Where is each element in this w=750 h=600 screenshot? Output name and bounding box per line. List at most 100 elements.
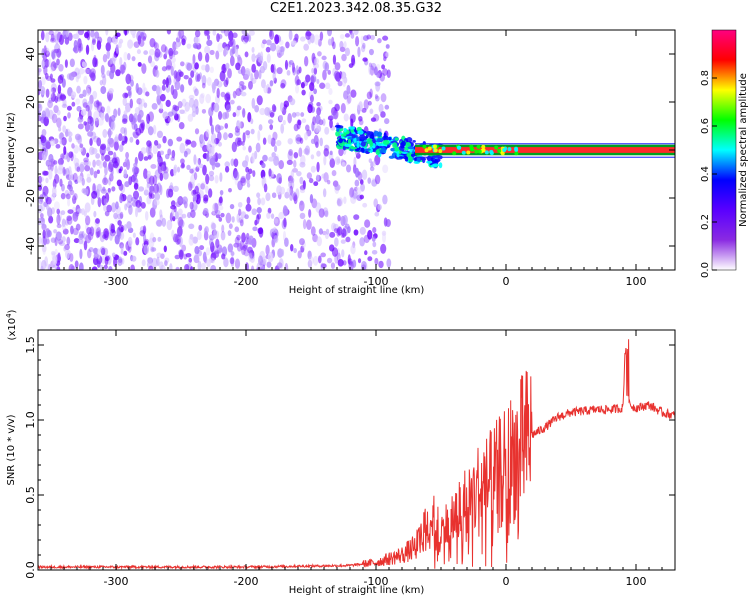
noise-speckle: [249, 252, 255, 260]
noise-speckle: [63, 115, 67, 122]
snr-series-line: [38, 339, 675, 570]
noise-speckle: [73, 144, 79, 154]
noise-speckle: [201, 75, 207, 86]
noise-speckle: [175, 42, 179, 50]
carrier-speckle: [422, 144, 427, 149]
noise-speckle: [234, 130, 241, 137]
noise-speckle: [40, 217, 46, 226]
noise-speckle: [224, 161, 230, 168]
noise-speckle: [305, 74, 311, 83]
noise-speckle: [209, 115, 213, 127]
noise-speckle: [192, 236, 198, 244]
noise-speckle: [353, 30, 359, 36]
noise-speckle: [62, 98, 67, 107]
carrier-speckle: [484, 150, 489, 155]
noise-speckle: [278, 115, 284, 122]
noise-speckle: [86, 173, 91, 179]
noise-speckle: [334, 62, 341, 71]
noise-speckle: [242, 108, 246, 118]
scale-exponent: 4: [5, 313, 13, 318]
noise-speckle: [143, 156, 149, 161]
noise-speckle: [310, 154, 315, 160]
noise-speckle: [115, 32, 121, 38]
noise-speckle: [236, 234, 241, 241]
noise-speckle: [184, 264, 190, 270]
noise-speckle: [316, 102, 321, 107]
y-tick-label: 20: [24, 95, 37, 109]
noise-speckle: [246, 232, 250, 240]
noise-speckle: [212, 83, 216, 94]
noise-speckle: [263, 85, 269, 94]
noise-speckle: [55, 143, 61, 149]
noise-speckle: [208, 175, 215, 182]
noise-speckle: [239, 219, 244, 227]
noise-speckle: [123, 169, 128, 179]
noise-speckle: [43, 45, 47, 56]
noise-speckle: [276, 139, 282, 147]
noise-speckle: [79, 248, 83, 260]
noise-speckle: [357, 46, 361, 58]
noise-speckle: [229, 55, 235, 67]
noise-speckle: [201, 82, 206, 89]
noise-speckle: [246, 182, 251, 188]
noise-speckle: [156, 130, 164, 139]
noise-speckle: [356, 103, 363, 111]
y-tick-label: 40: [24, 47, 37, 61]
snr-frame: [37, 329, 676, 571]
carrier-speckle: [476, 144, 481, 149]
noise-speckle: [132, 166, 138, 175]
colorbar-label: Normalized spectral amplitude: [738, 73, 749, 227]
noise-speckle: [149, 185, 155, 195]
noise-speckle: [376, 63, 381, 71]
noise-speckle: [164, 260, 168, 266]
noise-speckle: [174, 254, 181, 260]
noise-speckle: [313, 57, 320, 65]
noise-speckle: [195, 157, 200, 169]
noise-speckle: [367, 177, 372, 184]
signal-blob: [426, 160, 433, 164]
noise-speckle: [309, 193, 314, 204]
noise-speckle: [194, 246, 200, 255]
noise-speckle: [82, 89, 87, 97]
noise-speckle: [218, 247, 223, 253]
noise-speckle: [154, 65, 159, 70]
noise-speckle: [64, 243, 70, 251]
noise-speckle: [293, 194, 298, 205]
noise-speckle: [99, 79, 104, 86]
noise-speckle: [299, 188, 306, 194]
signal-blob: [340, 133, 347, 137]
noise-speckle: [119, 194, 123, 204]
noise-speckle: [176, 197, 183, 205]
signal-blob: [369, 147, 373, 154]
noise-speckle: [203, 207, 209, 215]
noise-speckle: [57, 75, 64, 84]
noise-speckle: [208, 234, 215, 241]
noise-speckle: [177, 226, 183, 237]
noise-speckle: [240, 175, 247, 187]
noise-speckle: [361, 260, 367, 270]
signal-blob: [382, 139, 390, 145]
noise-speckle: [217, 110, 223, 120]
x-tick-label: 0: [503, 575, 510, 588]
noise-speckle: [181, 162, 185, 168]
noise-speckle: [127, 39, 134, 49]
noise-speckle: [60, 192, 66, 200]
noise-speckle: [215, 213, 221, 219]
noise-speckle: [374, 257, 379, 265]
noise-speckle: [205, 129, 210, 138]
noise-speckle: [194, 88, 199, 97]
noise-speckle: [38, 217, 42, 226]
noise-speckle: [124, 203, 128, 211]
noise-speckle: [240, 91, 247, 97]
noise-speckle: [91, 147, 98, 155]
noise-speckle: [220, 230, 226, 241]
noise-speckle: [118, 144, 124, 153]
noise-speckle: [336, 227, 341, 237]
noise-speckle: [343, 196, 347, 204]
noise-speckle: [183, 253, 188, 260]
noise-speckle: [290, 190, 296, 197]
noise-speckle: [73, 39, 78, 50]
noise-speckle: [53, 105, 59, 114]
noise-speckle: [289, 98, 296, 106]
noise-speckle: [54, 174, 60, 184]
